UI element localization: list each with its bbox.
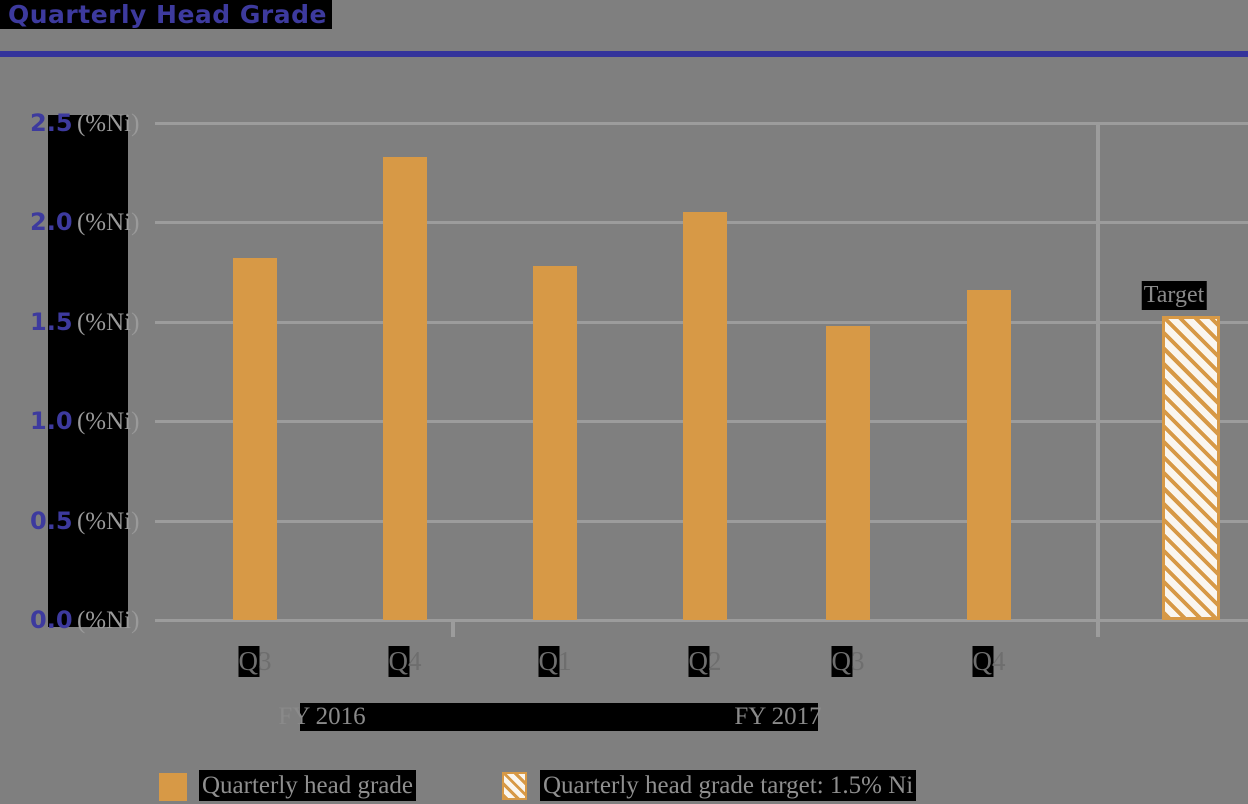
bar-q4-fy2016[interactable] [383,156,427,620]
x-tick-label-q4-fy2017: Q4 [972,646,1006,677]
x-tick-label-q2-fy2017: Q2 [688,646,722,677]
y-tick-label-0.0: 0.0 (%Ni) [30,605,139,635]
legend-item-target[interactable]: Quarterly head grade target: 1.5% Ni [540,770,917,801]
target-bar[interactable] [1162,315,1220,620]
x-tick-label-q3-fy2016: Q3 [238,646,272,677]
x-tick-label-q3-fy2017: Q3 [831,646,865,677]
y-tick-value: 0.0 [30,606,73,634]
x-tick-label-q4-fy2016: Q4 [388,646,422,677]
y-tick-unit: (%Ni) [76,110,140,137]
fiscal-year-highlight-strip [300,703,818,731]
y-tick-unit: (%Ni) [76,408,140,436]
fy-2016-label: FY 2016 [278,703,366,730]
plot-area [155,122,1248,637]
bar-q2-fy2017[interactable] [683,212,727,620]
y-tick-value: 2.0 [30,208,73,237]
bar-q1-fy2017[interactable] [533,266,577,620]
target-bar-label: Target [1141,281,1207,310]
y-tick-unit: (%Ni) [76,308,140,336]
bar-q4-fy2017[interactable] [967,290,1011,620]
legend-swatch-target[interactable] [502,772,527,800]
legend-item-head-grade[interactable]: Quarterly head grade [199,770,416,801]
y-tick-value: 1.5 [30,307,73,336]
gridline-0.0 [155,619,1248,622]
page-title: Quarterly Head Grade [8,0,327,29]
y-tick-value: 1.0 [30,407,73,436]
x-tick-label-q1-fy2017: Q1 [538,646,572,677]
y-tick-unit: (%Ni) [76,209,140,237]
y-tick-label-1.0: 1.0 (%Ni) [30,406,139,436]
y-tick-unit: (%Ni) [76,607,140,634]
gridline-2.5 [155,122,1248,125]
title-divider [0,51,1248,57]
bar-q3-fy2016[interactable] [233,258,277,620]
y-tick-unit: (%Ni) [76,507,140,535]
bar-q3-fy2017[interactable] [826,325,870,620]
y-tick-value: 0.5 [30,506,73,535]
y-tick-label-2.0: 2.0 (%Ni) [30,207,139,237]
legend-swatch-head-grade[interactable] [159,773,187,801]
y-tick-label-1.5: 1.5 (%Ni) [30,307,139,337]
target-separator-gridline [1096,123,1100,637]
fiscal-year-separator-tick [451,620,455,637]
y-axis-highlight-column [48,115,128,627]
y-tick-label-2.5: 2.5 (%Ni) [30,108,139,138]
y-tick-value: 2.5 [30,109,73,137]
fy-2017-label: FY 2017 [734,703,822,730]
y-tick-label-0.5: 0.5 (%Ni) [30,506,139,536]
title-highlight-box: Quarterly Head Grade [0,0,332,29]
